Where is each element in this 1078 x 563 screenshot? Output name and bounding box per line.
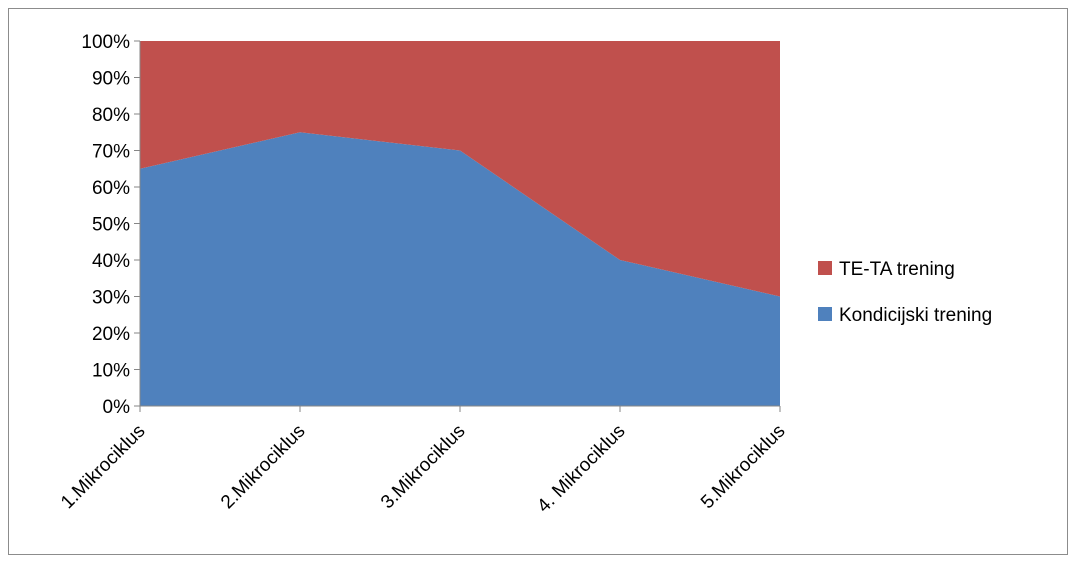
y-tick-label: 50% — [92, 215, 130, 236]
y-tick-label: 80% — [92, 105, 130, 126]
y-tick-label: 20% — [92, 324, 130, 345]
x-tick-label: 2.Mikrociklus — [217, 421, 309, 513]
y-tick-label: 60% — [92, 178, 130, 199]
legend: TE-TA trening Kondicijski trening — [818, 259, 992, 326]
plot-areas — [140, 41, 780, 406]
y-axis-ticks: 0% 10% 20% 30% 40% 50% 60% 70% 80% 90% 100% — [81, 32, 140, 418]
y-tick-label: 30% — [92, 288, 130, 309]
x-tick-label: 1.Mikrociklus — [57, 421, 149, 513]
x-axis-ticks: 1.Mikrociklus 2.Mikrociklus 3.Mikrociklus 4… — [57, 406, 790, 517]
y-tick-label: 70% — [92, 142, 130, 163]
area-te-ta-trening — [140, 41, 780, 297]
legend-swatch-te-ta-trening — [818, 261, 832, 275]
legend-swatch-kondicijski-trening — [818, 307, 832, 321]
y-tick-label: 90% — [92, 69, 130, 90]
legend-label-kondicijski-trening: Kondicijski trening — [839, 305, 992, 326]
y-tick-label: 100% — [81, 32, 130, 53]
x-tick-label: 5.Mikrociklus — [697, 421, 789, 513]
y-tick-label: 10% — [92, 361, 130, 382]
area-kondicijski-trening — [140, 132, 780, 406]
x-tick-label: 3.Mikrociklus — [377, 421, 469, 513]
x-tick-label: 4. Mikrociklus — [533, 421, 629, 517]
legend-label-te-ta-trening: TE-TA trening — [839, 259, 955, 280]
y-tick-label: 0% — [103, 397, 131, 418]
y-tick-label: 40% — [92, 251, 130, 272]
